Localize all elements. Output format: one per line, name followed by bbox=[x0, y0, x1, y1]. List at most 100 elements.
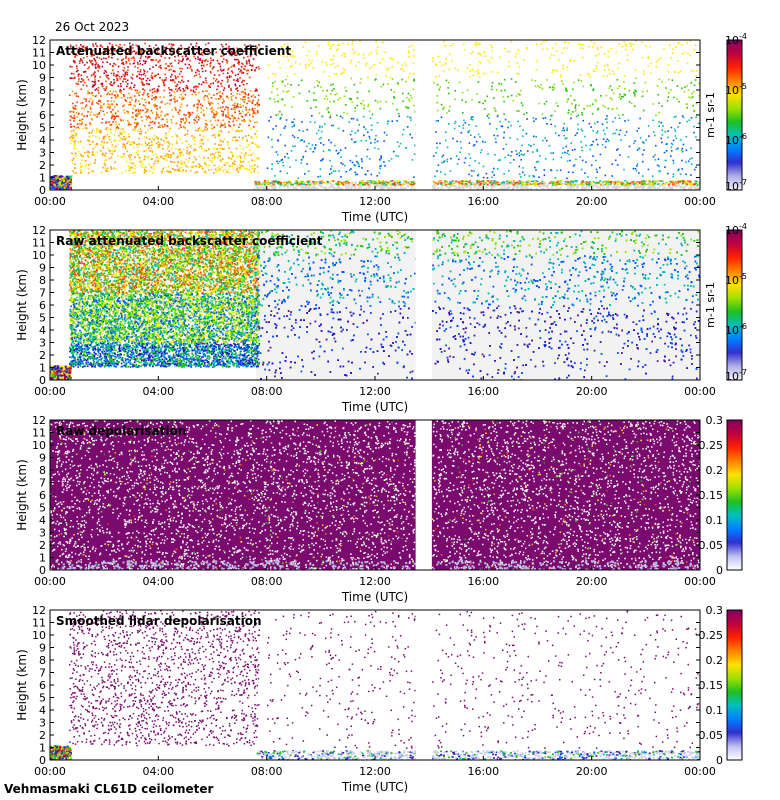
colorbar-tick-label: 10-4 bbox=[725, 32, 747, 47]
y-tick-label: 8 bbox=[39, 84, 46, 97]
colorbar-tick-label: 0.25 bbox=[699, 629, 724, 642]
colorbar-tick-label: 10-4 bbox=[725, 222, 747, 237]
panel-4: Smoothed lidar depolarisation01234567891… bbox=[15, 604, 743, 794]
x-axis-label: Time (UTC) bbox=[341, 210, 408, 224]
y-tick-label: 10 bbox=[32, 249, 46, 262]
colorbar-tick-label: 0.15 bbox=[699, 679, 724, 692]
panel-1: Attenuated backscatter coefficient012345… bbox=[15, 32, 747, 224]
y-tick-label: 8 bbox=[39, 274, 46, 287]
x-tick-label: 12:00 bbox=[359, 195, 391, 208]
heatmap-field bbox=[50, 610, 700, 760]
y-tick-label: 4 bbox=[39, 514, 46, 527]
colorbar-tick-label: 0.2 bbox=[706, 464, 724, 477]
y-tick-label: 11 bbox=[32, 617, 46, 630]
x-tick-label: 08:00 bbox=[251, 195, 283, 208]
colorbar-tick-label: 10-7 bbox=[725, 368, 747, 383]
colorbar-tick-label: 0.3 bbox=[706, 414, 724, 427]
y-tick-label: 9 bbox=[39, 72, 46, 85]
y-tick-label: 12 bbox=[32, 604, 46, 617]
y-tick-label: 3 bbox=[39, 527, 46, 540]
panel-3: Raw depolarisation0123456789101112Height… bbox=[15, 414, 743, 604]
x-tick-label: 00:00 bbox=[684, 575, 716, 588]
x-tick-label: 08:00 bbox=[251, 765, 283, 778]
x-tick-label: 00:00 bbox=[684, 765, 716, 778]
y-tick-label: 7 bbox=[39, 667, 46, 680]
colorbar-tick-label: 0.25 bbox=[699, 439, 724, 452]
y-tick-label: 2 bbox=[39, 159, 46, 172]
colorbar-unit-label: m-1 sr-1 bbox=[704, 92, 717, 138]
y-tick-label: 0 bbox=[39, 184, 46, 197]
x-tick-label: 20:00 bbox=[576, 385, 608, 398]
x-tick-label: 00:00 bbox=[684, 195, 716, 208]
x-tick-label: 16:00 bbox=[467, 765, 499, 778]
colorbar: 10-7 10-6 10-5 10-4 m-1 sr-1 bbox=[704, 32, 747, 193]
x-tick-label: 04:00 bbox=[142, 765, 174, 778]
colorbar-tick-label: 0 bbox=[716, 564, 723, 577]
y-tick-label: 12 bbox=[32, 224, 46, 237]
x-tick-label: 00:00 bbox=[34, 765, 66, 778]
x-axis-label: Time (UTC) bbox=[341, 400, 408, 414]
x-tick-label: 16:00 bbox=[467, 385, 499, 398]
x-tick-label: 00:00 bbox=[34, 575, 66, 588]
colorbar: 10-7 10-6 10-5 10-4 m-1 sr-1 bbox=[704, 222, 747, 383]
heatmap-field bbox=[50, 420, 700, 570]
colorbar: 0 0.05 0.1 0.15 0.2 0.25 0.3 bbox=[699, 414, 743, 577]
y-tick-label: 5 bbox=[39, 502, 46, 515]
plot-frame bbox=[49, 609, 701, 761]
x-axis-label: Time (UTC) bbox=[341, 590, 408, 604]
y-tick-label: 1 bbox=[39, 742, 46, 755]
heatmap-field bbox=[50, 40, 700, 190]
x-tick-label: 08:00 bbox=[251, 575, 283, 588]
colorbar-tick-label: 10-7 bbox=[725, 178, 747, 193]
y-tick-label: 3 bbox=[39, 337, 46, 350]
x-tick-label: 04:00 bbox=[142, 575, 174, 588]
x-axis-label: Time (UTC) bbox=[341, 780, 408, 794]
colorbar-unit-label: m-1 sr-1 bbox=[704, 282, 717, 328]
y-axis-label: Height (km) bbox=[15, 79, 29, 150]
x-tick-label: 08:00 bbox=[251, 385, 283, 398]
colorbar-tick-label: 0.1 bbox=[706, 514, 724, 527]
x-tick-label: 16:00 bbox=[467, 575, 499, 588]
y-tick-label: 0 bbox=[39, 564, 46, 577]
x-tick-label: 20:00 bbox=[576, 765, 608, 778]
colorbar: 0 0.05 0.1 0.15 0.2 0.25 0.3 bbox=[699, 604, 743, 767]
plot-frame bbox=[49, 39, 701, 191]
y-tick-label: 1 bbox=[39, 362, 46, 375]
y-tick-label: 8 bbox=[39, 464, 46, 477]
y-tick-label: 5 bbox=[39, 122, 46, 135]
y-tick-label: 6 bbox=[39, 299, 46, 312]
x-tick-label: 00:00 bbox=[34, 195, 66, 208]
y-axis-label: Height (km) bbox=[15, 269, 29, 340]
colorbar-tick-label: 10-6 bbox=[725, 322, 747, 337]
y-tick-label: 11 bbox=[32, 427, 46, 440]
panel-title: Attenuated backscatter coefficient bbox=[56, 44, 291, 58]
y-tick-label: 6 bbox=[39, 679, 46, 692]
y-tick-label: 12 bbox=[32, 414, 46, 427]
y-tick-label: 10 bbox=[32, 629, 46, 642]
data-gap bbox=[415, 40, 432, 190]
y-tick-label: 2 bbox=[39, 349, 46, 362]
x-tick-label: 12:00 bbox=[359, 385, 391, 398]
y-tick-label: 3 bbox=[39, 717, 46, 730]
y-tick-label: 7 bbox=[39, 477, 46, 490]
x-tick-label: 12:00 bbox=[359, 765, 391, 778]
colorbar-tick-label: 10-6 bbox=[725, 132, 747, 147]
x-tick-label: 04:00 bbox=[142, 195, 174, 208]
x-tick-label: 04:00 bbox=[142, 385, 174, 398]
data-gap bbox=[415, 230, 432, 380]
y-tick-label: 9 bbox=[39, 452, 46, 465]
y-tick-label: 6 bbox=[39, 109, 46, 122]
y-tick-label: 4 bbox=[39, 134, 46, 147]
y-tick-label: 9 bbox=[39, 642, 46, 655]
y-axis-label: Height (km) bbox=[15, 459, 29, 530]
y-tick-label: 10 bbox=[32, 439, 46, 452]
y-tick-label: 10 bbox=[32, 59, 46, 72]
colorbar-tick-label: 0.1 bbox=[706, 704, 724, 717]
x-tick-label: 12:00 bbox=[359, 575, 391, 588]
y-tick-label: 5 bbox=[39, 692, 46, 705]
y-tick-label: 7 bbox=[39, 287, 46, 300]
panel-title: Raw attenuated backscatter coefficient bbox=[56, 234, 323, 248]
data-gap bbox=[415, 420, 432, 570]
y-tick-label: 4 bbox=[39, 704, 46, 717]
